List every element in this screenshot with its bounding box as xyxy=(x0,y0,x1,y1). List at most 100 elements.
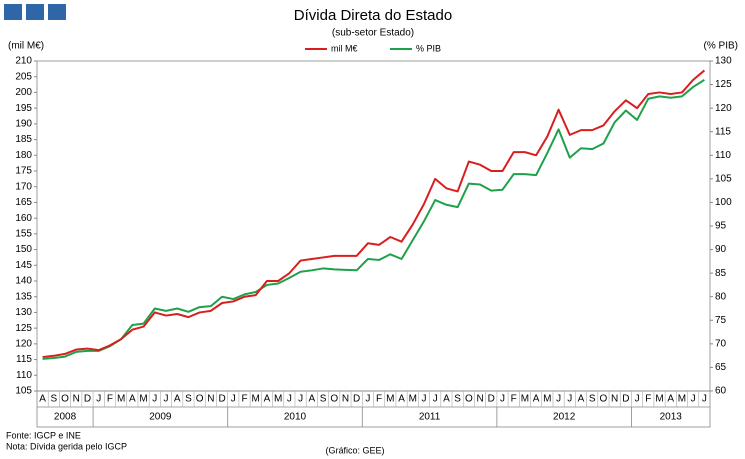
x-tick-label: D xyxy=(218,394,225,405)
x-tick-label: S xyxy=(320,394,327,405)
x-tick-label: J xyxy=(96,394,101,405)
x-tick-label: M xyxy=(274,394,282,405)
y2-tick-label: 105 xyxy=(715,173,732,184)
x-tick-label: A xyxy=(578,394,585,405)
y2-tick-label: 65 xyxy=(715,362,727,373)
y-tick-label: 130 xyxy=(15,307,32,318)
y2-tick-label: 90 xyxy=(715,244,727,255)
x-tick-label: D xyxy=(488,394,495,405)
x-tick-label: J xyxy=(433,394,438,405)
year-label: 2011 xyxy=(419,412,441,423)
x-tick-label: N xyxy=(342,394,349,405)
y2-tick-label: 110 xyxy=(715,150,731,161)
year-label: 2010 xyxy=(284,412,307,423)
y-tick-label: 110 xyxy=(16,370,32,381)
x-tick-label: D xyxy=(84,394,91,405)
chart-subtitle: (sub-setor Estado) xyxy=(332,28,414,39)
x-tick-label: N xyxy=(207,394,214,405)
x-tick-label: F xyxy=(107,394,113,405)
x-tick-label: O xyxy=(61,394,69,405)
y-tick-label: 180 xyxy=(15,150,32,161)
y-tick-label: 115 xyxy=(16,354,32,365)
x-tick-label: M xyxy=(409,394,417,405)
series-line xyxy=(42,79,705,360)
y2-tick-label: 80 xyxy=(715,291,727,302)
x-tick-label: O xyxy=(600,394,608,405)
y-tick-label: 120 xyxy=(15,338,32,349)
y-tick-label: 200 xyxy=(15,87,32,98)
y-tick-label: 170 xyxy=(15,181,32,192)
chart-title: Dívida Direta do Estado xyxy=(294,7,452,24)
x-tick-label: A xyxy=(174,394,181,405)
note: Nota: Dívida gerida pelo IGCP xyxy=(6,441,127,451)
y2-axis-label: (% PIB) xyxy=(704,41,738,52)
x-tick-label: J xyxy=(365,394,370,405)
y2-tick-label: 115 xyxy=(715,126,731,137)
x-tick-label: S xyxy=(50,394,57,405)
x-tick-label: A xyxy=(443,394,450,405)
y-axis-label: (mil M€) xyxy=(8,41,44,52)
y-tick-label: 195 xyxy=(15,103,32,114)
y-tick-label: 190 xyxy=(15,118,32,129)
x-tick-label: S xyxy=(185,394,192,405)
y-tick-label: 185 xyxy=(15,134,32,145)
x-tick-label: M xyxy=(252,394,260,405)
x-tick-label: A xyxy=(129,394,136,405)
y2-tick-label: 100 xyxy=(715,197,732,208)
legend-label: % PIB xyxy=(416,43,441,53)
x-tick-label: F xyxy=(645,394,651,405)
x-tick-label: J xyxy=(500,394,505,405)
x-tick-label: J xyxy=(163,394,168,405)
x-tick-label: F xyxy=(241,394,247,405)
y2-tick-label: 120 xyxy=(715,103,732,114)
x-tick-label: J xyxy=(421,394,426,405)
x-tick-label: O xyxy=(330,394,338,405)
x-tick-label: A xyxy=(533,394,540,405)
y-tick-label: 125 xyxy=(15,323,32,334)
y2-tick-label: 130 xyxy=(715,56,732,67)
y2-tick-label: 85 xyxy=(715,268,727,279)
x-tick-label: F xyxy=(376,394,382,405)
x-tick-label: A xyxy=(264,394,271,405)
x-tick-label: M xyxy=(678,394,686,405)
x-tick-label: M xyxy=(655,394,663,405)
x-tick-label: J xyxy=(702,394,707,405)
plot-frame xyxy=(36,60,711,392)
x-tick-label: N xyxy=(476,394,483,405)
y-tick-label: 205 xyxy=(15,71,32,82)
x-tick-label: J xyxy=(287,394,292,405)
x-tick-label: D xyxy=(353,394,360,405)
x-tick-label: J xyxy=(231,394,236,405)
x-tick-label: J xyxy=(691,394,696,405)
y-tick-label: 105 xyxy=(15,386,32,397)
x-tick-label: J xyxy=(152,394,157,405)
legend-label: mil M€ xyxy=(331,43,358,53)
x-tick-label: J xyxy=(567,394,572,405)
y2-tick-label: 125 xyxy=(715,79,732,90)
x-tick-label: M xyxy=(521,394,529,405)
year-label: 2008 xyxy=(54,412,77,423)
logo-square xyxy=(26,4,44,20)
y2-tick-label: 75 xyxy=(715,315,727,326)
y2-tick-label: 70 xyxy=(715,338,727,349)
x-tick-label: J xyxy=(556,394,561,405)
x-tick-label: F xyxy=(511,394,517,405)
x-tick-label: A xyxy=(667,394,674,405)
y-tick-label: 175 xyxy=(15,166,32,177)
x-tick-label: A xyxy=(308,394,315,405)
x-tick-label: S xyxy=(454,394,461,405)
x-tick-label: M xyxy=(543,394,551,405)
y2-tick-label: 60 xyxy=(715,386,727,397)
x-tick-label: M xyxy=(117,394,125,405)
x-tick-label: M xyxy=(139,394,147,405)
x-tick-label: A xyxy=(39,394,46,405)
x-tick-label: J xyxy=(298,394,303,405)
logo-square xyxy=(48,4,66,20)
year-label: 2009 xyxy=(149,412,172,423)
x-tick-label: N xyxy=(73,394,80,405)
y-tick-label: 210 xyxy=(15,56,32,67)
y-tick-label: 150 xyxy=(15,244,32,255)
y-tick-label: 160 xyxy=(15,213,32,224)
credit: (Gráfico: GEE) xyxy=(325,445,384,455)
x-tick-label: M xyxy=(386,394,394,405)
